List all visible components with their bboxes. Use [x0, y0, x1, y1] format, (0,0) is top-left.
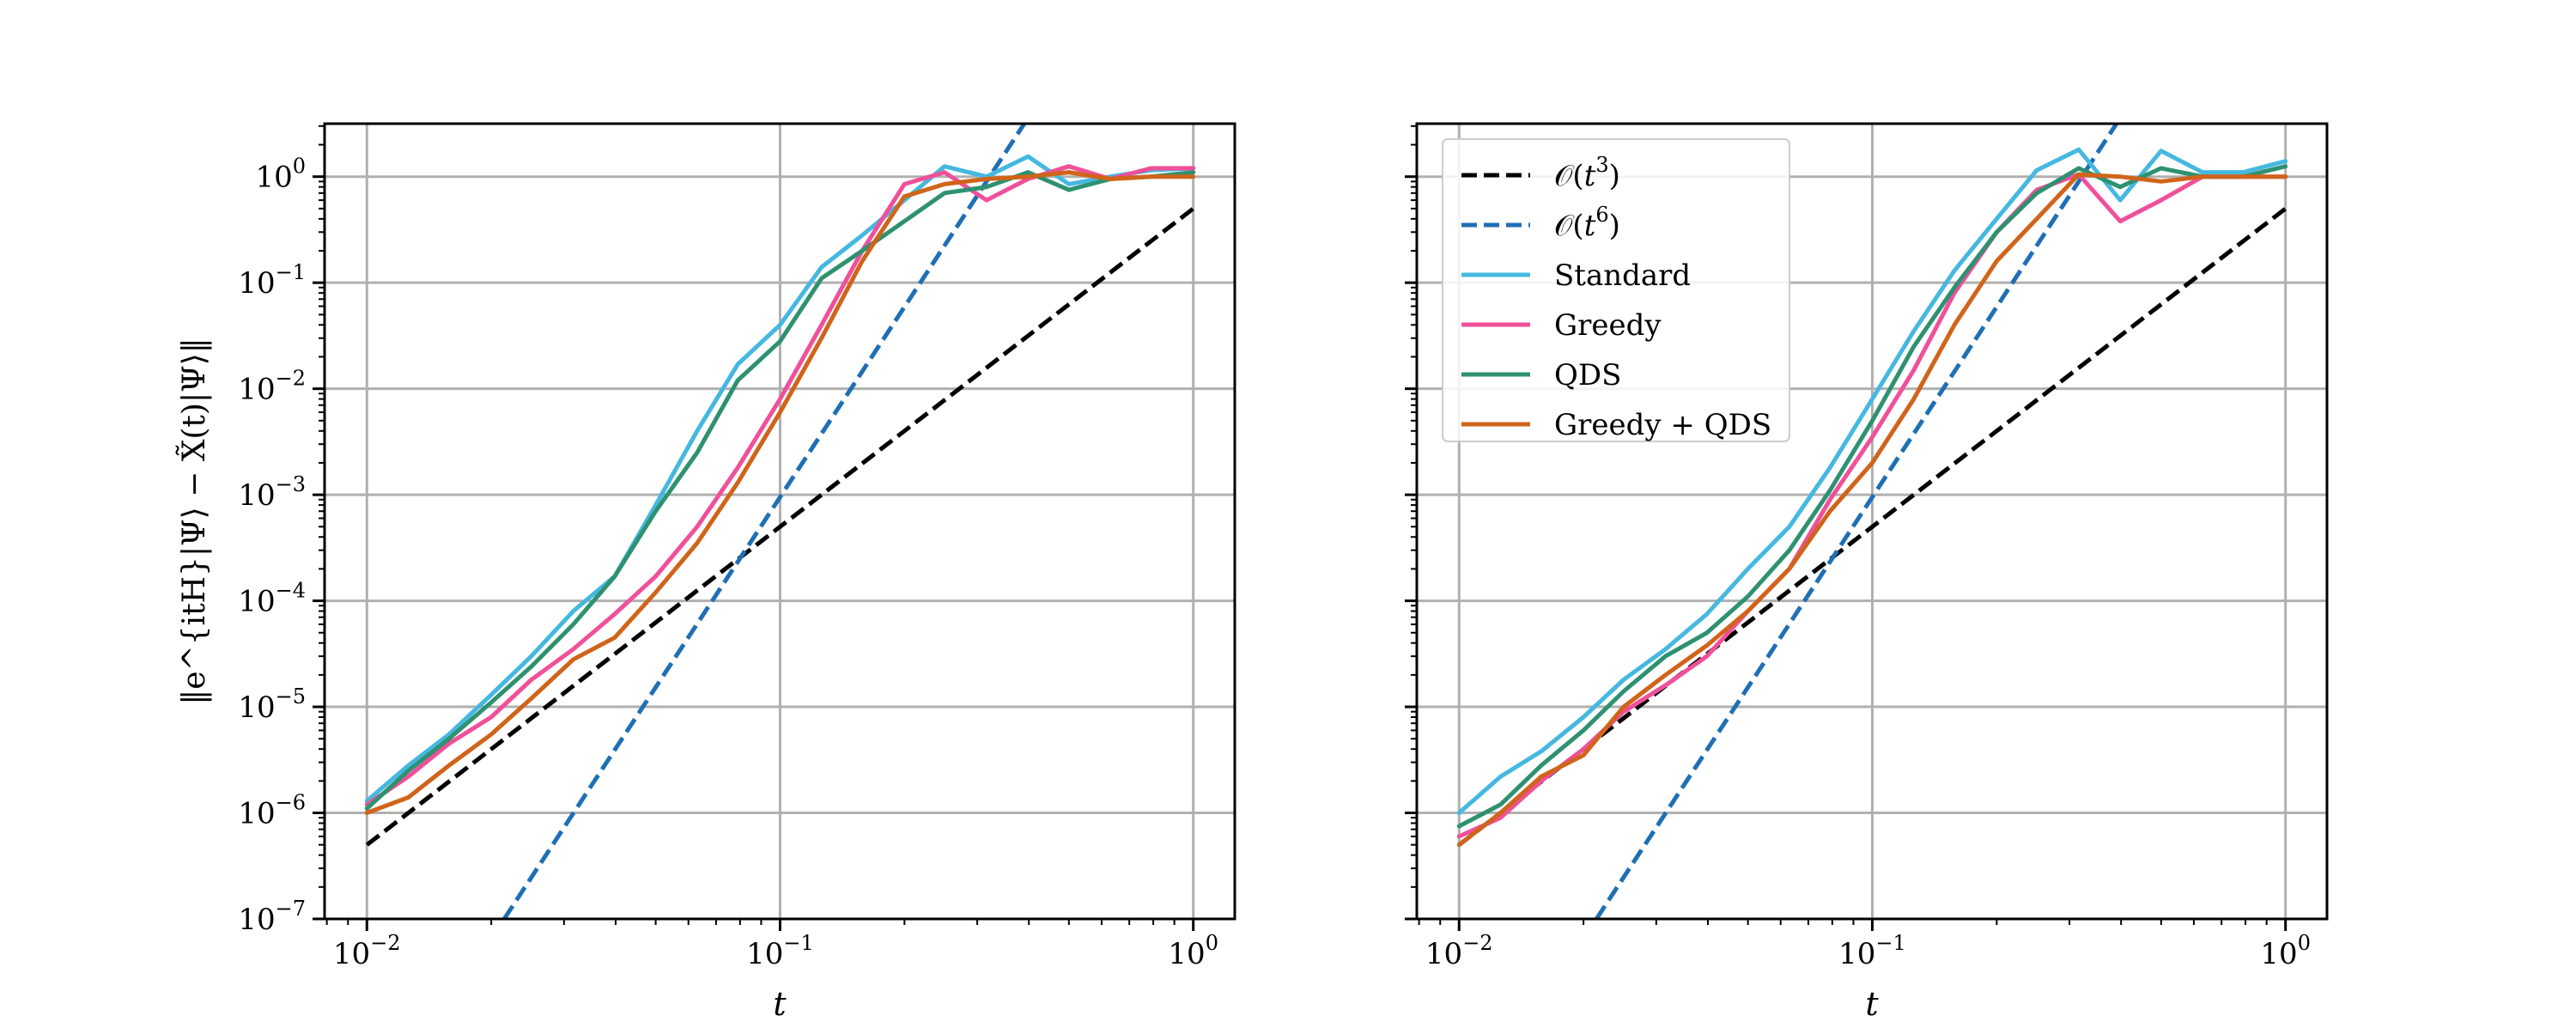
series-line-ref-t6 — [502, 124, 1026, 919]
legend-item: Greedy + QDS — [1461, 408, 1771, 442]
y-tick-label: 10−6 — [238, 791, 306, 831]
x-axis-label: t — [1865, 985, 1879, 1023]
x-tick-label: 100 — [2260, 931, 2311, 971]
legend-item: QDS — [1461, 358, 1621, 392]
series-line-standard — [1456, 147, 2288, 815]
legend-item: Greedy — [1461, 308, 1662, 343]
series-line-ref-t6 — [1595, 124, 2118, 919]
legend-label: Greedy + QDS — [1554, 408, 1771, 442]
x-tick-label: 10−2 — [333, 931, 401, 971]
y-tick-label: 10−2 — [238, 367, 306, 407]
left-panel: 10−2 10−1 100 10−7 10−6 10−5 10−4 10−3 10−2 10−1 1… — [238, 122, 1236, 1023]
legend-item: 𝒪(t6) — [1461, 203, 1620, 243]
legend-label: 𝒪(t3) — [1554, 153, 1620, 193]
x-tick-label: 10−1 — [1838, 931, 1906, 971]
y-tick-label: 10−5 — [238, 684, 306, 725]
legend-item: 𝒪(t3) — [1461, 153, 1620, 193]
series-group — [364, 124, 1196, 919]
series-line-greedy-qds — [364, 170, 1196, 815]
legend-label: Standard — [1554, 258, 1691, 293]
y-axis-label: ‖e^{itH}|Ψ⟩ − X̃(t)|Ψ⟩‖ — [176, 338, 212, 704]
y-axis-label-text: ‖e^{itH}|Ψ⟩ − X̃(t)|Ψ⟩‖ — [176, 338, 212, 704]
legend-label: 𝒪(t6) — [1554, 203, 1620, 243]
legend-label: Greedy — [1554, 308, 1662, 343]
legend-label: QDS — [1554, 358, 1621, 392]
series-line-qds — [364, 170, 1196, 811]
legend-item: Standard — [1461, 258, 1691, 293]
x-axis-label: t — [773, 985, 787, 1023]
series-line-qds — [1456, 164, 2288, 829]
y-tick-label: 10−7 — [238, 897, 306, 937]
y-tick-label: 10−3 — [238, 472, 306, 513]
legend-box — [1442, 138, 1790, 442]
series-line-ref-t3 — [1457, 206, 2287, 847]
y-tick-label: 100 — [255, 155, 306, 195]
x-tick-label: 10−1 — [746, 931, 814, 971]
legend: 𝒪(t3) 𝒪(t6) Standard Greedy QDS Greedy + QDS — [1442, 138, 1790, 442]
series-group — [1456, 124, 2288, 919]
x-tick-label: 10−2 — [1425, 931, 1493, 971]
x-tick-label: 100 — [1168, 931, 1218, 971]
y-tick-label: 10−4 — [238, 579, 306, 619]
y-tick-label: 10−1 — [238, 260, 306, 301]
series-line-greedy — [364, 164, 1196, 807]
series-line-greedy-qds — [1456, 172, 2288, 848]
series-line-ref-t3 — [365, 206, 1195, 847]
